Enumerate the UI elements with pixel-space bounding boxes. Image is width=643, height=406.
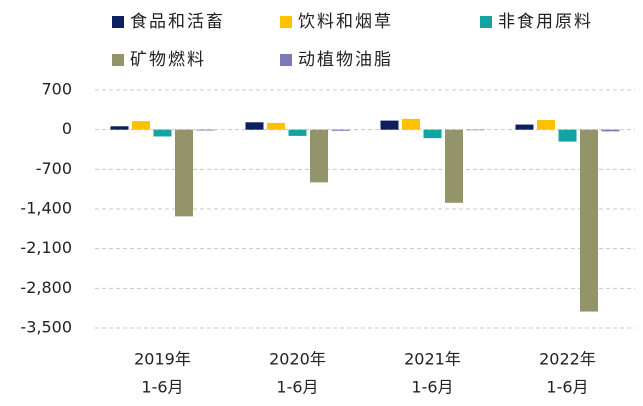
legend-swatch <box>280 54 292 66</box>
x-tick-label: 2019年 <box>134 350 191 369</box>
legend-swatch <box>112 16 124 28</box>
y-tick-label: -3,500 <box>20 318 72 337</box>
y-tick-label: -2,100 <box>20 238 72 257</box>
y-tick-label: -2,800 <box>20 278 72 297</box>
bar <box>196 129 215 131</box>
legend-label: 非食用原料 <box>498 12 593 32</box>
bar <box>245 122 264 130</box>
y-tick-label: 0 <box>62 119 72 138</box>
legend-label: 饮料和烟草 <box>298 12 393 32</box>
x-tick-label: 1-6月 <box>276 378 318 397</box>
bar <box>515 124 534 130</box>
bar <box>310 129 328 183</box>
x-tick-label: 1-6月 <box>141 378 183 397</box>
bar <box>380 120 399 130</box>
y-tick-label: 700 <box>41 80 72 99</box>
bar <box>445 129 463 203</box>
bar <box>288 129 307 136</box>
bar <box>132 121 150 130</box>
bar <box>423 129 442 139</box>
bar <box>580 129 598 312</box>
legend-swatch <box>480 16 492 28</box>
legend-swatch <box>112 54 124 66</box>
x-tick-label: 2021年 <box>404 350 461 369</box>
x-tick-label: 1-6月 <box>546 378 588 397</box>
x-tick-label: 2022年 <box>539 350 596 369</box>
bar <box>153 129 172 137</box>
legend-swatch <box>280 16 292 28</box>
x-tick-label: 2020年 <box>269 350 326 369</box>
legend-label: 动植物油脂 <box>298 50 393 70</box>
legend-label: 矿物燃料 <box>130 50 206 70</box>
bar <box>601 129 620 132</box>
legend-label: 食品和活畜 <box>130 12 225 32</box>
x-tick-label: 1-6月 <box>411 378 453 397</box>
bar <box>558 129 577 142</box>
bar <box>402 118 420 130</box>
bar <box>175 129 193 217</box>
y-tick-label: -1,400 <box>20 199 72 218</box>
bar <box>537 120 555 130</box>
y-tick-label: -700 <box>36 159 72 178</box>
bar <box>331 129 350 131</box>
bar <box>110 126 129 130</box>
bar <box>267 122 285 130</box>
bar <box>466 129 485 131</box>
